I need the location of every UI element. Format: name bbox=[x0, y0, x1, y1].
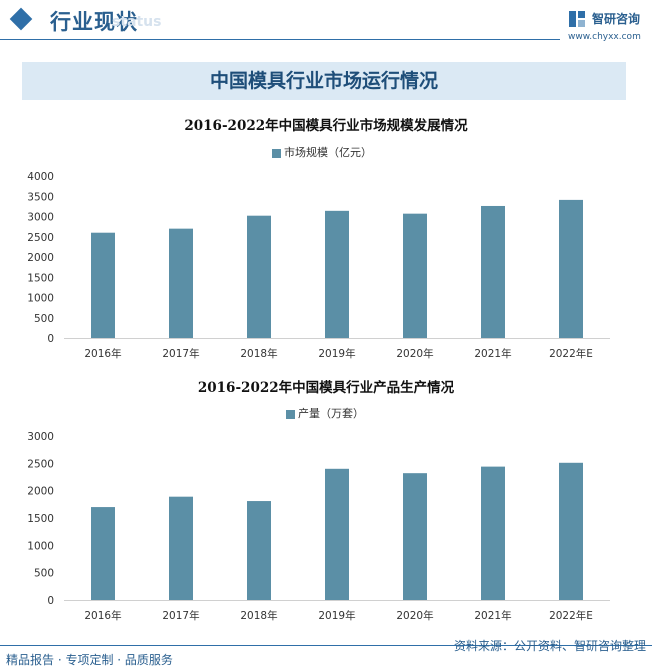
x-tick-label: 2022年E bbox=[549, 609, 593, 622]
brand-logo: 智研咨询 www.chyxx.com bbox=[568, 8, 648, 44]
chart-legend: 市场规模（亿元） bbox=[272, 144, 372, 160]
brand-url: www.chyxx.com bbox=[568, 32, 641, 42]
bar bbox=[91, 507, 115, 600]
bar bbox=[559, 199, 583, 338]
y-tick-label: 3500 bbox=[27, 191, 54, 203]
footer-divider bbox=[0, 645, 652, 646]
y-tick-label: 1000 bbox=[27, 540, 54, 552]
footer-slogan: 精品报告 · 专项定制 · 品质服务 bbox=[6, 653, 173, 667]
brand-name: 智研咨询 bbox=[592, 12, 641, 26]
y-tick-label: 4000 bbox=[27, 171, 54, 183]
x-tick-label: 2019年 bbox=[318, 347, 355, 360]
brand-logo-icon bbox=[569, 11, 585, 27]
bar bbox=[247, 215, 271, 338]
y-tick-label: 500 bbox=[34, 568, 54, 580]
bar bbox=[403, 473, 427, 600]
market-size-chart: 2016-2022年中国模具行业市场规模发展情况 市场规模（亿元） 0 500 10… bbox=[0, 108, 652, 370]
legend-label: 产量（万套） bbox=[298, 407, 364, 420]
bar bbox=[481, 205, 505, 338]
bar-chart-plot: 0 500 1000 1500 2000 2500 3000 2016年 2017年 2018年 2… bbox=[27, 431, 610, 622]
x-tick-label: 2016年 bbox=[84, 347, 121, 360]
bar bbox=[403, 213, 427, 338]
x-tick-label: 2017年 bbox=[162, 609, 199, 622]
legend-label: 市场规模（亿元） bbox=[284, 146, 372, 159]
y-tick-label: 3000 bbox=[27, 212, 54, 224]
bar bbox=[325, 468, 349, 600]
y-tick-label: 1500 bbox=[27, 513, 54, 525]
bar-chart-plot: 0 500 1000 1500 2000 2500 3000 3500 4000 2016年 201… bbox=[27, 171, 610, 360]
production-chart: 2016-2022年中国模具行业产品生产情况 产量（万套） 0 500 1000 15… bbox=[0, 370, 652, 636]
legend-swatch bbox=[286, 409, 295, 419]
chart-legend: 产量（万套） bbox=[286, 405, 364, 421]
y-tick-label: 2000 bbox=[27, 252, 54, 264]
bar bbox=[169, 228, 193, 338]
x-tick-label: 2018年 bbox=[240, 347, 277, 360]
x-tick-label: 2020年 bbox=[396, 347, 433, 360]
section-header: 行业现状 status bbox=[0, 0, 652, 40]
section-title: 行业现状 bbox=[50, 10, 138, 34]
y-tick-label: 3000 bbox=[27, 431, 54, 443]
y-tick-label: 1000 bbox=[27, 293, 54, 305]
y-tick-label: 500 bbox=[34, 313, 54, 325]
report-banner: 中国模具行业市场运行情况 bbox=[22, 62, 626, 100]
x-tick-label: 2016年 bbox=[84, 609, 121, 622]
y-tick-label: 2500 bbox=[27, 232, 54, 244]
x-tick-label: 2021年 bbox=[474, 609, 511, 622]
data-source-note: 资料来源：公开资料、智研咨询整理 bbox=[453, 639, 646, 653]
y-tick-label: 0 bbox=[47, 333, 54, 345]
header-divider bbox=[0, 39, 560, 40]
bar bbox=[91, 232, 115, 338]
y-tick-label: 0 bbox=[47, 595, 54, 607]
x-tick-label: 2018年 bbox=[240, 609, 277, 622]
diamond-icon bbox=[9, 7, 33, 31]
legend-swatch bbox=[272, 148, 281, 158]
banner-title: 中国模具行业市场运行情况 bbox=[209, 70, 438, 92]
bar bbox=[481, 466, 505, 600]
x-tick-label: 2020年 bbox=[396, 609, 433, 622]
bar bbox=[169, 496, 193, 600]
chart-title: 2016-2022年中国模具行业产品生产情况 bbox=[197, 380, 455, 396]
x-tick-label: 2019年 bbox=[318, 609, 355, 622]
y-tick-label: 1500 bbox=[27, 272, 54, 284]
bar bbox=[247, 501, 271, 600]
bar bbox=[559, 462, 583, 600]
y-tick-label: 2000 bbox=[27, 486, 54, 498]
y-tick-label: 2500 bbox=[27, 458, 54, 470]
bar bbox=[325, 210, 349, 338]
chart-title: 2016-2022年中国模具行业市场规模发展情况 bbox=[184, 118, 468, 134]
x-tick-label: 2022年E bbox=[549, 347, 593, 360]
ghost-watermark-text: status bbox=[112, 14, 162, 30]
x-tick-label: 2017年 bbox=[162, 347, 199, 360]
x-tick-label: 2021年 bbox=[474, 347, 511, 360]
